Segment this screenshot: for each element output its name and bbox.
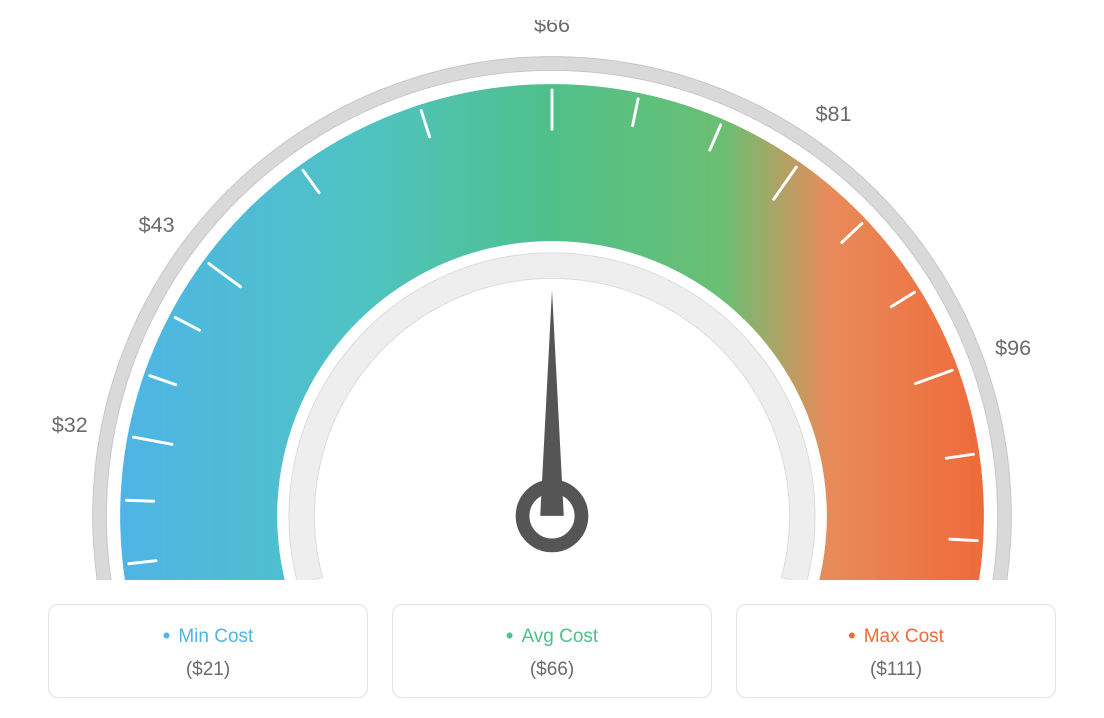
gauge-svg-wrap: $21$32$43$66$81$96$111 (20, 20, 1084, 580)
gauge-tick-label: $66 (534, 20, 570, 37)
cost-gauge-chart: $21$32$43$66$81$96$111 Min Cost($21)Avg … (20, 20, 1084, 698)
gauge-tick-minor (950, 539, 977, 541)
legend-label-max: Max Cost (737, 623, 1055, 649)
legend-row: Min Cost ($21) Avg Cost ($66) Max Cost ($111) (20, 604, 1084, 698)
legend-card-max: Max Cost ($111) (736, 604, 1056, 698)
gauge-tick-label: $43 (139, 212, 175, 237)
legend-value-max: ($111) (737, 659, 1055, 681)
gauge-tick-label: $81 (815, 101, 851, 126)
gauge-tick-minor (126, 500, 153, 501)
legend-card-min: Min Cost ($21) (48, 604, 368, 698)
legend-label-min: Min Cost (49, 623, 367, 649)
legend-value-min: ($21) (49, 659, 367, 681)
gauge-tick-label: $32 (52, 412, 88, 437)
legend-label-avg: Avg Cost (393, 623, 711, 649)
gauge-tick-label: $96 (995, 335, 1031, 360)
legend-value-avg: ($66) (393, 659, 711, 681)
gauge-svg: $21$32$43$66$81$96$111 (22, 20, 1082, 580)
legend-card-avg: Avg Cost ($66) (392, 604, 712, 698)
